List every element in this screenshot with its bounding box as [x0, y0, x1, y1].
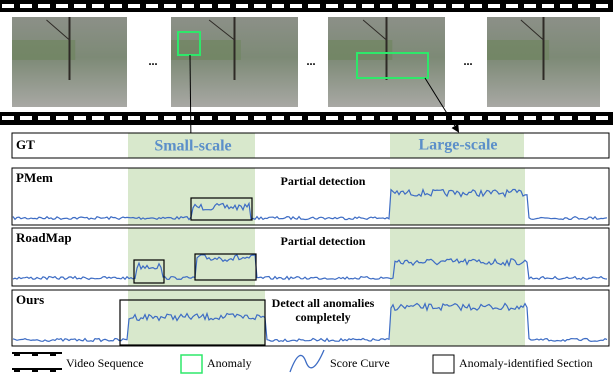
ellipsis: ...	[149, 54, 158, 68]
legend-label: Video Sequence	[66, 356, 144, 370]
legend-label: Anomaly-identified Section	[459, 356, 593, 370]
legend-label: Score Curve	[330, 356, 390, 370]
lawn	[12, 40, 75, 60]
lawn	[328, 40, 392, 60]
lawn	[487, 40, 549, 60]
ellipsis: ...	[307, 54, 316, 68]
figure: ... ... ... GT Small-scale Large-scale P…	[0, 0, 613, 375]
legend-label: Anomaly	[207, 356, 252, 370]
method-label: RoadMap	[16, 230, 72, 245]
method-label: Ours	[16, 292, 44, 307]
method-label: PMem	[16, 170, 53, 185]
note: Partial detection	[281, 174, 366, 188]
gt-region	[390, 290, 525, 346]
gt-region	[390, 228, 525, 286]
ellipsis: ...	[464, 54, 473, 68]
note: Detect all anomalies	[272, 296, 375, 310]
note: completely	[295, 310, 350, 324]
gt-region	[128, 290, 265, 346]
small-scale: Small-scale	[154, 138, 231, 155]
lawn	[171, 40, 241, 60]
gt-label: GT	[16, 137, 35, 152]
note: Partial detection	[281, 234, 366, 248]
large-scale: Large-scale	[418, 137, 497, 154]
